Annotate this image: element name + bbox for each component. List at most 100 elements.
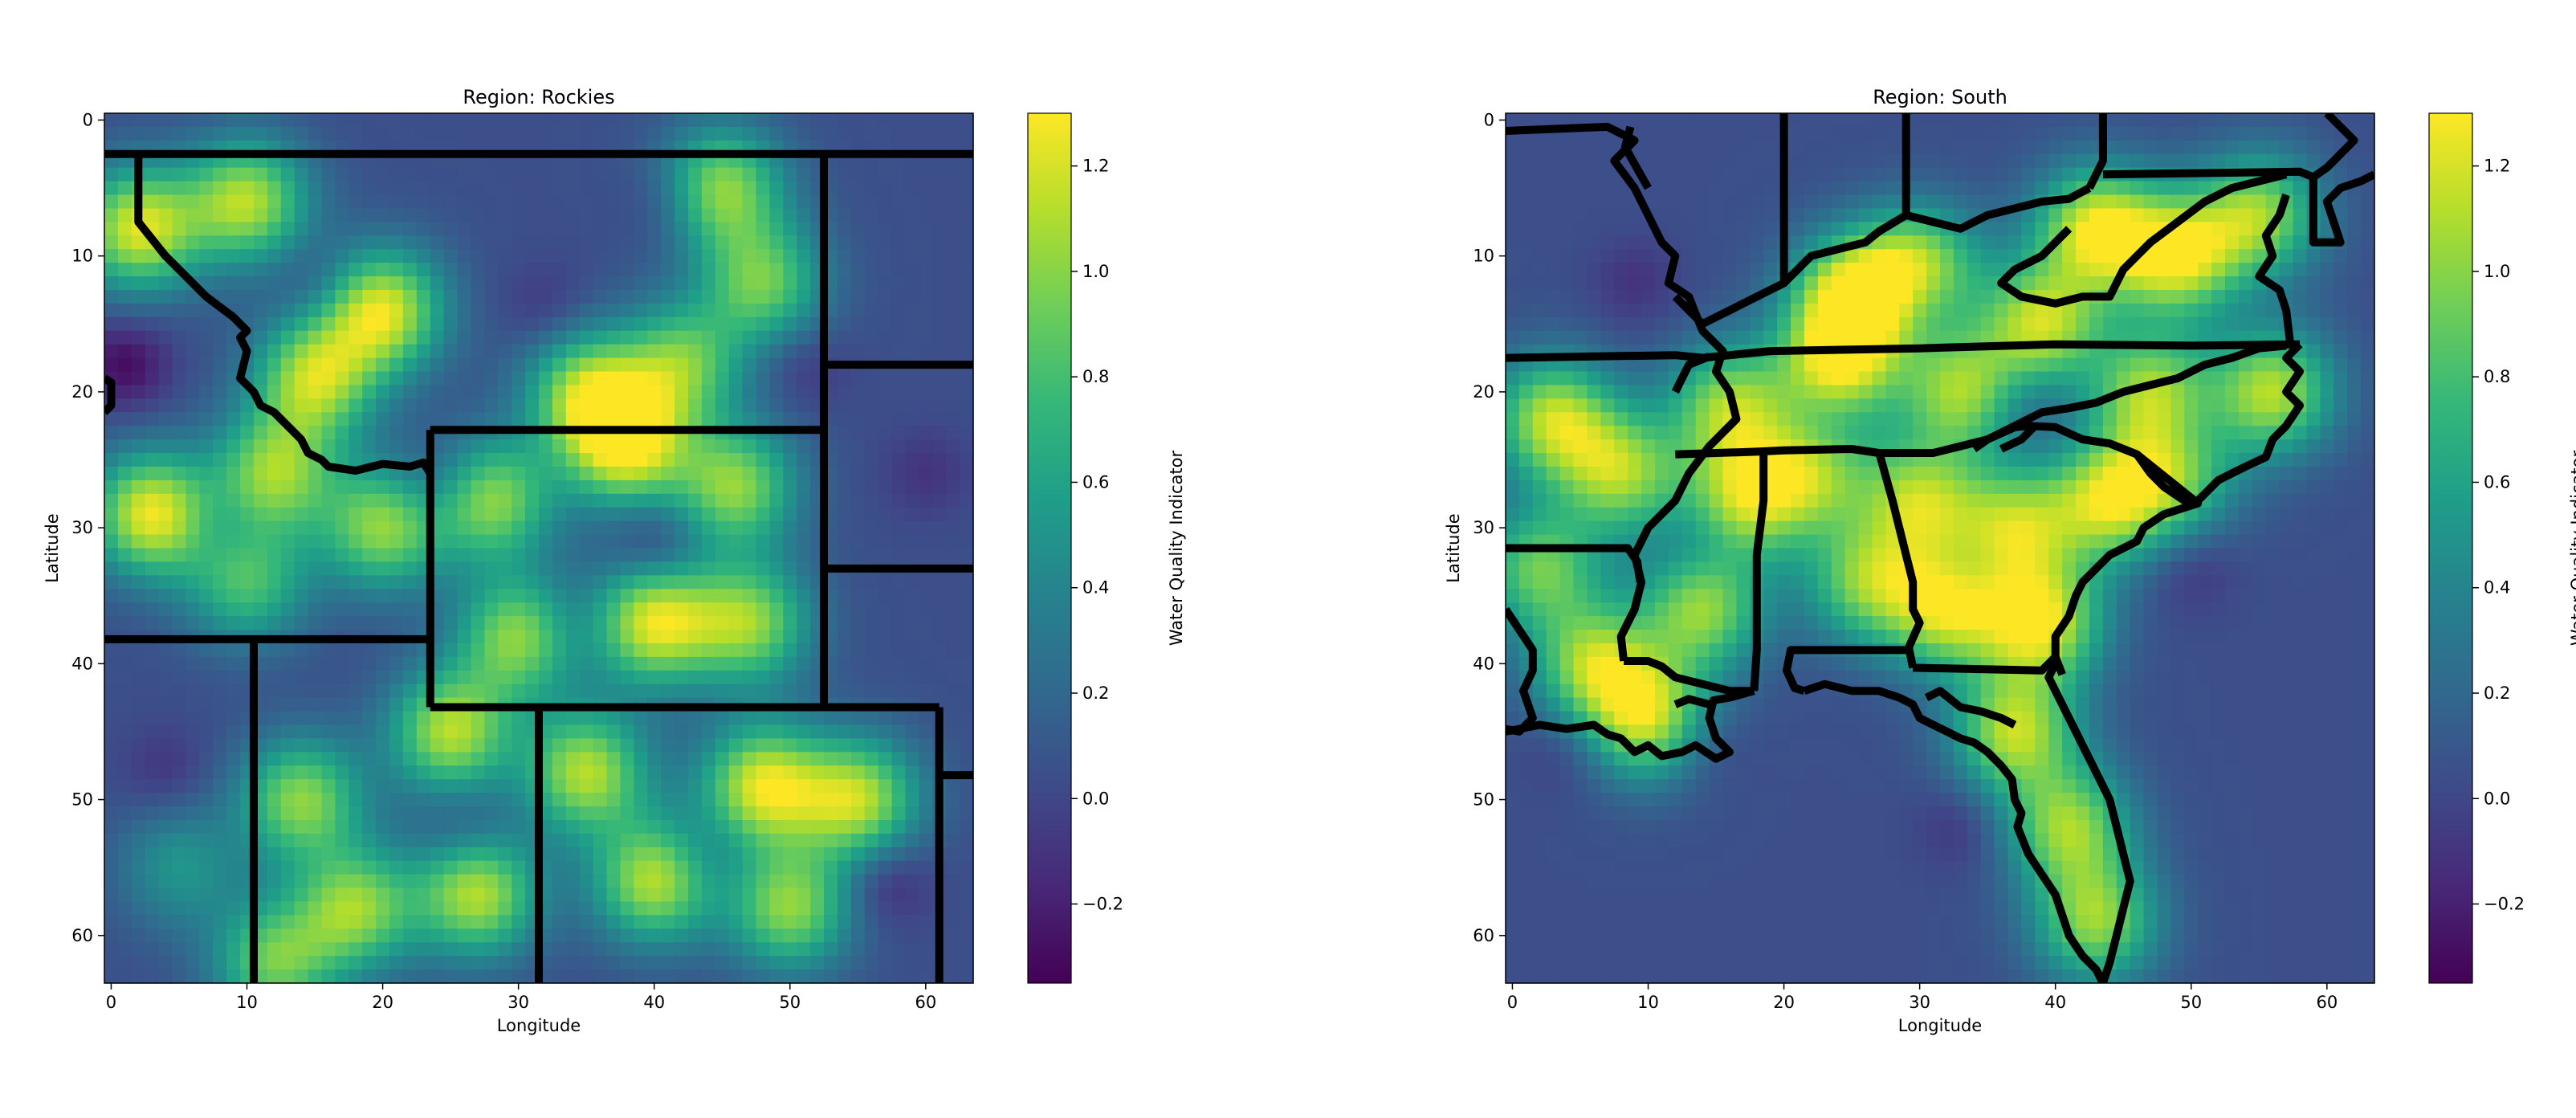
heatmap-cell [552, 371, 567, 386]
heatmap-cell [335, 656, 349, 671]
heatmap-cell [199, 738, 214, 753]
heatmap-cell [1913, 249, 1927, 263]
heatmap-cell [715, 303, 730, 318]
heatmap-cell [294, 561, 309, 576]
heatmap-cell [213, 711, 227, 726]
heatmap-cell [2102, 194, 2117, 210]
heatmap-cell [742, 887, 757, 903]
heatmap-cell [634, 806, 648, 821]
heatmap-cell [932, 412, 947, 426]
heatmap-cell [484, 126, 499, 141]
heatmap-cell [267, 575, 282, 590]
heatmap-cell [539, 507, 553, 522]
heatmap-cell [593, 630, 608, 644]
heatmap-cell [185, 330, 200, 345]
heatmap-cell [1654, 263, 1669, 277]
heatmap-cell [891, 915, 907, 929]
heatmap-cell [1573, 235, 1588, 250]
heatmap-cell [131, 316, 146, 332]
heatmap-cell [2130, 263, 2145, 277]
heatmap-cell [1967, 113, 1982, 128]
heatmap-cell [1791, 208, 1805, 222]
heatmap-cell [280, 330, 296, 345]
heatmap-cell [321, 548, 336, 563]
heatmap-cell [715, 711, 730, 726]
heatmap-cell [2062, 126, 2077, 141]
heatmap-cell [1885, 194, 1900, 210]
heatmap-cell [308, 276, 323, 291]
heatmap-cell [797, 289, 811, 304]
heatmap-cell [158, 738, 173, 753]
heatmap-cell [960, 439, 974, 454]
heatmap-cell [321, 942, 336, 957]
heatmap-cell [606, 915, 622, 929]
heatmap-cell [416, 208, 431, 222]
heatmap-cell [185, 126, 200, 141]
heatmap-cell [1980, 153, 1995, 169]
heatmap-cell [620, 398, 634, 413]
heatmap-cell [837, 819, 852, 834]
heatmap-cell [946, 656, 960, 671]
heatmap-cell [552, 793, 567, 807]
heatmap-cell [1736, 263, 1751, 277]
heatmap-cell [525, 479, 540, 495]
heatmap-cell [117, 793, 132, 807]
heatmap-cell [389, 915, 404, 929]
heatmap-cell [1967, 126, 1982, 141]
heatmap-cell [457, 113, 472, 128]
heatmap-cell [960, 901, 974, 916]
heatmap-cell [824, 711, 838, 726]
heatmap-cell [185, 752, 200, 766]
heatmap-cell [878, 126, 893, 141]
heatmap-cell [1559, 235, 1575, 250]
heatmap-cell [878, 371, 893, 386]
heatmap-cell [185, 969, 200, 984]
heatmap-cell [376, 656, 390, 671]
heatmap-cell [145, 289, 160, 304]
heatmap-cell [389, 289, 404, 304]
heatmap-cell [308, 779, 323, 794]
heatmap-cell [1600, 181, 1615, 196]
heatmap-cell [878, 874, 893, 889]
heatmap-cell [2252, 113, 2267, 128]
x-axis: 0 10 20 30 40 50 60 [106, 983, 936, 1012]
heatmap-cell [117, 235, 132, 250]
heatmap-cell [280, 752, 296, 766]
heatmap-cell [2021, 208, 2036, 222]
heatmap-cell [1858, 222, 1873, 236]
heatmap-cell [960, 222, 974, 236]
heatmap-cell [2021, 167, 2036, 182]
heatmap-cell [348, 316, 363, 332]
heatmap-cell [416, 901, 431, 916]
heatmap-cell [783, 915, 797, 929]
heatmap-cell [376, 819, 390, 834]
heatmap-cell [104, 181, 119, 196]
heatmap-cell [471, 860, 485, 875]
heatmap-cell [512, 276, 526, 291]
heatmap-cell [2279, 222, 2294, 236]
heatmap-cell [117, 697, 132, 712]
heatmap-cell [634, 575, 648, 590]
heatmap-cell [104, 208, 119, 222]
heatmap-cell [376, 874, 390, 889]
heatmap-cell [226, 956, 241, 970]
heatmap-cell [661, 956, 675, 970]
panel-rockies: Region: Rockies 0 10 20 30 40 50 60 0102030405… [43, 86, 1186, 1035]
heatmap-cell [539, 276, 553, 291]
heatmap-cell [1722, 167, 1738, 182]
heatmap-cell [1980, 167, 1995, 182]
heatmap-cell [213, 956, 227, 970]
heatmap-cell [742, 942, 757, 957]
heatmap-cell [1559, 249, 1575, 263]
heatmap-cell [919, 520, 933, 536]
heatmap-cell [687, 643, 703, 658]
heatmap-cell [946, 222, 960, 236]
heatmap-cell [2279, 276, 2294, 291]
heatmap-cell [308, 493, 323, 508]
heatmap-cell [878, 289, 893, 304]
heatmap-cell [280, 208, 296, 222]
heatmap-cell [850, 860, 866, 875]
heatmap-cell [348, 860, 363, 875]
heatmap-cell [837, 956, 852, 970]
heatmap-cell [253, 113, 268, 128]
